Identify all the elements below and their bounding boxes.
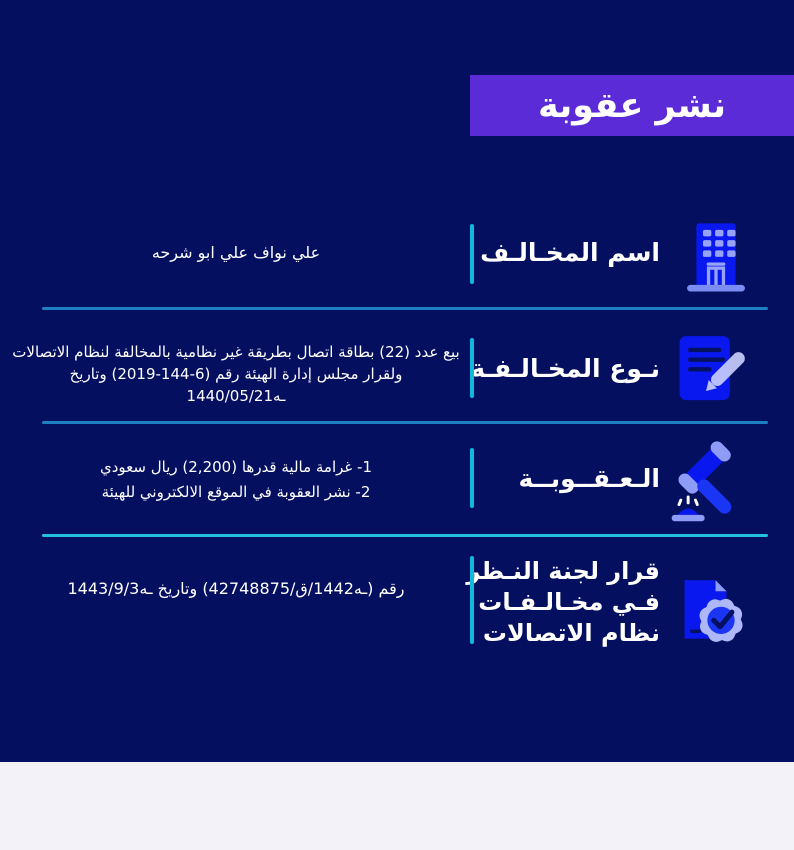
committee-decision-value: رقم ‭(42748875/ق/1442هـ)‬ وتاريخ ‭1443/9… [67, 579, 405, 598]
gavel-icon [662, 438, 754, 530]
penalty-value: 1- غرامة مالية قدرها (2,200) ريال سعودي … [100, 458, 372, 501]
building-icon [674, 214, 758, 302]
penalty-banner: نشر عقوبة [470, 75, 794, 136]
document-pen-icon [664, 328, 756, 420]
violation-type-value: بيع عدد (22) بطاقة اتصال بطريقة غير نظام… [12, 343, 460, 405]
row-divider [42, 534, 768, 537]
footer: CST هيئة الاتصالات والفضاء والتقنية Comm… [0, 762, 794, 850]
label-accent-bar [470, 224, 474, 284]
label-accent-bar [470, 556, 474, 644]
document-gear-check-icon [670, 573, 752, 659]
label-accent-bar [470, 448, 474, 508]
banner-title: نشر عقوبة [537, 85, 727, 126]
violator-name-value: علي نواف علي ابو شرحه [151, 243, 321, 262]
committee-decision-label: قرار لجنة النـظر فـي مخـالـفـات نظام الا… [466, 557, 660, 647]
violation-type-label: نـوع المخـالـفـة [470, 354, 660, 383]
label-accent-bar [470, 338, 474, 398]
violator-name-label: اسم المخـالـف [480, 238, 660, 267]
row-divider [42, 421, 768, 424]
penalty-label: الـعـقــوبــة [518, 464, 660, 493]
row-divider [42, 307, 768, 310]
